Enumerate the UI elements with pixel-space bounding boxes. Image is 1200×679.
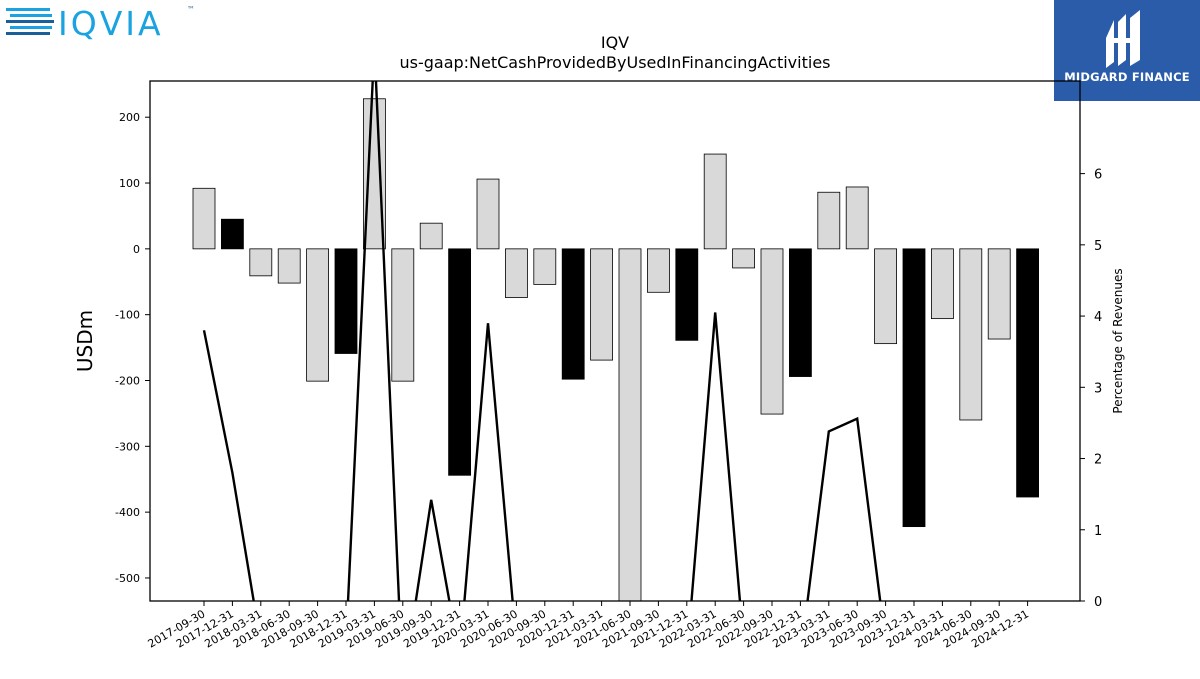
- bar-2023-06-30: [845, 186, 869, 250]
- bar-2022-09-30: [760, 248, 784, 415]
- iqvia-logo: IQVIA ™: [4, 2, 204, 43]
- y2-tick-label: 1: [1094, 524, 1102, 539]
- y-tick-label: -400: [115, 506, 140, 519]
- bar-2024-03-31: [931, 248, 954, 320]
- bar-2017-12-31: [220, 218, 244, 250]
- iqvia-wordmark: IQVIA: [58, 4, 164, 42]
- iqvia-lines-icon: [6, 8, 54, 35]
- midgard-finance-logo: MIDGARD FINANCE: [1054, 0, 1200, 101]
- bar-2023-09-30: [874, 248, 897, 345]
- bar-2024-09-30: [987, 248, 1011, 340]
- y-tick-label: 100: [119, 177, 140, 190]
- y-tick-label: 200: [119, 111, 140, 124]
- midgard-emblem-icon: [1106, 10, 1140, 68]
- y2-tick-label: 5: [1094, 239, 1102, 254]
- bar-2021-09-30: [647, 248, 670, 293]
- bar-2021-12-31: [675, 248, 699, 341]
- y-tick-label: -300: [115, 440, 140, 453]
- iqvia-trademark: ™: [187, 5, 195, 14]
- chart-subtitle: us-gaap:NetCashProvidedByUsedInFinancing…: [399, 53, 830, 72]
- bar-2018-06-30: [277, 248, 301, 284]
- plot-frame: [149, 80, 1081, 602]
- bar-2020-09-30: [533, 248, 557, 285]
- bar-2021-03-31: [590, 248, 613, 361]
- y2-tick-label: 4: [1094, 310, 1102, 325]
- y-tick-label: -100: [115, 309, 140, 322]
- y2-axis-label: Percentage of Revenues: [1111, 268, 1125, 413]
- bar-2022-06-30: [732, 248, 755, 269]
- bar-2024-06-30: [959, 248, 983, 421]
- bar-2020-12-31: [561, 248, 585, 380]
- bar-2023-12-31: [902, 248, 926, 528]
- bar-2022-03-31: [703, 153, 727, 250]
- bar-2021-06-30: [618, 248, 642, 601]
- midgard-wordmark: MIDGARD FINANCE: [1064, 70, 1190, 84]
- bar-2019-12-31: [448, 248, 472, 476]
- bar-2020-06-30: [504, 248, 528, 298]
- y2-tick-label: 2: [1094, 453, 1102, 468]
- y-axis-label: USDm: [73, 310, 97, 372]
- chart-title: IQV: [601, 33, 629, 52]
- y2-tick-label: 6: [1094, 168, 1102, 183]
- bar-2022-12-31: [789, 248, 812, 377]
- bar-series: [192, 98, 1039, 601]
- bar-2020-03-31: [476, 178, 500, 250]
- y-tick-label: 0: [133, 243, 140, 256]
- bar-2019-09-30: [419, 222, 443, 250]
- y-tick-label: -500: [115, 572, 140, 585]
- bar-2018-09-30: [306, 248, 330, 382]
- bar-2018-03-31: [249, 248, 273, 277]
- bar-2024-12-31: [1016, 248, 1039, 498]
- bar-2019-06-30: [391, 248, 415, 382]
- bar-2017-09-30: [192, 187, 216, 250]
- y2-tick-label: 3: [1094, 381, 1102, 396]
- bar-2023-03-31: [817, 191, 841, 250]
- bar-2018-12-31: [334, 248, 358, 354]
- y-tick-label: -200: [115, 374, 140, 387]
- y2-tick-label: 0: [1094, 595, 1102, 610]
